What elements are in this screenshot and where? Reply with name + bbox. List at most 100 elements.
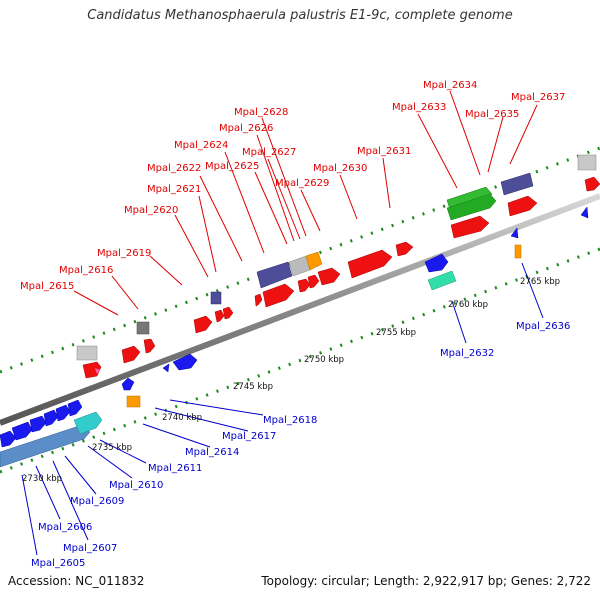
gene-fwd[interactable] bbox=[254, 293, 263, 307]
gene-rev[interactable] bbox=[11, 421, 33, 441]
gene-label-fwd[interactable]: Mpal_2635 bbox=[465, 109, 519, 120]
gene-label-rev[interactable]: Mpal_2605 bbox=[31, 558, 85, 569]
gene-fwd[interactable] bbox=[222, 306, 234, 320]
gene-fwd[interactable] bbox=[307, 274, 320, 289]
gene-rev[interactable] bbox=[510, 227, 519, 239]
gene-label-fwd[interactable]: Mpal_2637 bbox=[511, 92, 565, 103]
gene-rev-cyan[interactable] bbox=[427, 270, 457, 291]
gene-rev[interactable] bbox=[172, 353, 198, 371]
gene-rev-other[interactable] bbox=[514, 244, 522, 259]
gene-label-fwd[interactable]: Mpal_2627 bbox=[242, 147, 296, 158]
gene-label-fwd[interactable]: Mpal_2619 bbox=[97, 248, 151, 259]
leader-line bbox=[154, 407, 249, 432]
leader-line bbox=[174, 214, 209, 278]
gene-label-rev[interactable]: Mpal_2636 bbox=[516, 321, 570, 332]
leader-line bbox=[254, 171, 288, 245]
gene-fwd-other[interactable] bbox=[210, 291, 222, 305]
gene-fwd-rna[interactable] bbox=[136, 321, 150, 335]
scale-label: 2765 kbp bbox=[520, 277, 560, 287]
gene-label-fwd[interactable]: Mpal_2634 bbox=[423, 80, 477, 91]
gene-rev-operon[interactable] bbox=[0, 424, 91, 468]
leader-line bbox=[199, 175, 243, 262]
gene-label-rev[interactable]: Mpal_2609 bbox=[70, 496, 124, 507]
gene-label-rev[interactable]: Mpal_2607 bbox=[63, 543, 117, 554]
gene-label-rev[interactable]: Mpal_2606 bbox=[38, 522, 92, 533]
gene-fwd-other[interactable] bbox=[305, 251, 323, 271]
genome-backbone bbox=[0, 193, 600, 426]
leader-line bbox=[64, 455, 97, 495]
leader-line bbox=[35, 465, 61, 520]
gene-rev[interactable] bbox=[0, 430, 17, 448]
gene-label-fwd[interactable]: Mpal_2624 bbox=[174, 140, 228, 151]
gene-label-rev[interactable]: Mpal_2632 bbox=[440, 348, 494, 359]
gene-fwd[interactable] bbox=[143, 338, 156, 354]
accession-text: Accession: NC_011832 bbox=[8, 574, 145, 588]
gene-fwd[interactable] bbox=[262, 283, 295, 308]
gene-label-rev[interactable]: Mpal_2617 bbox=[222, 431, 276, 442]
gene-rev[interactable] bbox=[55, 404, 71, 422]
leader-line bbox=[261, 117, 307, 237]
gene-fwd-other[interactable] bbox=[256, 261, 293, 289]
leader-line bbox=[521, 262, 544, 319]
gene-rev[interactable] bbox=[580, 206, 589, 219]
leader-line bbox=[487, 116, 504, 173]
leader-line bbox=[451, 300, 467, 344]
genome-stats-text: Topology: circular; Length: 2,922,917 bp… bbox=[261, 574, 591, 588]
gene-label-rev[interactable]: Mpal_2614 bbox=[185, 447, 239, 458]
scale-label: 2730 kbp bbox=[22, 474, 62, 484]
scale-label: 2750 kbp bbox=[304, 355, 344, 365]
gene-fwd-green[interactable] bbox=[446, 193, 497, 221]
leader-line bbox=[417, 113, 458, 189]
leader-line bbox=[142, 423, 211, 448]
gene-label-fwd[interactable]: Mpal_2615 bbox=[20, 281, 74, 292]
scale-label: 2735 kbp bbox=[92, 443, 132, 453]
gene-fwd[interactable] bbox=[347, 249, 393, 279]
leader-line bbox=[267, 158, 301, 240]
gene-fwd[interactable] bbox=[121, 345, 141, 364]
gene-fwd[interactable] bbox=[297, 278, 311, 293]
gene-label-fwd[interactable]: Mpal_2631 bbox=[357, 146, 411, 157]
gene-rev[interactable] bbox=[121, 377, 135, 391]
gene-fwd[interactable] bbox=[507, 195, 538, 217]
gene-fwd[interactable] bbox=[214, 309, 225, 323]
gene-fwd[interactable] bbox=[395, 241, 414, 257]
gene-fwd[interactable] bbox=[450, 215, 490, 239]
gene-fwd[interactable] bbox=[82, 361, 102, 379]
gene-fwd[interactable] bbox=[584, 176, 600, 192]
gene-label-fwd[interactable]: Mpal_2620 bbox=[124, 205, 178, 216]
leader-line bbox=[149, 255, 183, 286]
gene-fwd[interactable] bbox=[193, 315, 213, 334]
scale-label: 2745 kbp bbox=[233, 382, 273, 392]
gene-rev-cyan[interactable] bbox=[73, 411, 103, 435]
gene-rev[interactable] bbox=[67, 399, 83, 417]
gene-label-fwd[interactable]: Mpal_2628 bbox=[234, 107, 288, 118]
gene-label-fwd[interactable]: Mpal_2625 bbox=[205, 161, 259, 172]
gene-label-rev[interactable]: Mpal_2611 bbox=[148, 463, 202, 474]
gene-label-fwd[interactable]: Mpal_2622 bbox=[147, 163, 201, 174]
gene-rev[interactable] bbox=[29, 415, 47, 433]
genome-title: Candidatus Methanosphaerula palustris E1… bbox=[87, 8, 513, 23]
leader-line bbox=[52, 460, 89, 541]
gene-fwd[interactable] bbox=[317, 267, 341, 286]
gene-label-fwd[interactable]: Mpal_2626 bbox=[219, 123, 273, 134]
gene-fwd-rna[interactable] bbox=[577, 154, 597, 171]
leader-line bbox=[169, 399, 264, 416]
gene-fwd-other[interactable] bbox=[500, 172, 534, 196]
gene-label-fwd[interactable]: Mpal_2630 bbox=[313, 163, 367, 174]
gene-label-fwd[interactable]: Mpal_2629 bbox=[275, 178, 329, 189]
gene-label-rev[interactable]: Mpal_2610 bbox=[109, 480, 163, 491]
gene-label-rev[interactable]: Mpal_2618 bbox=[263, 415, 317, 426]
gene-label-fwd[interactable]: Mpal_2621 bbox=[147, 184, 201, 195]
leader-line bbox=[449, 90, 481, 176]
leader-line bbox=[198, 195, 217, 273]
gene-label-fwd[interactable]: Mpal_2616 bbox=[59, 265, 113, 276]
gene-rev[interactable] bbox=[162, 363, 170, 373]
gene-rev-other[interactable] bbox=[126, 395, 141, 408]
gene-fwd-rna[interactable] bbox=[76, 345, 98, 361]
gene-rev[interactable] bbox=[424, 253, 449, 273]
gene-rev[interactable] bbox=[43, 409, 59, 427]
gene-label-fwd[interactable]: Mpal_2633 bbox=[392, 102, 446, 113]
leader-line bbox=[99, 439, 147, 464]
leader-line bbox=[339, 174, 358, 220]
